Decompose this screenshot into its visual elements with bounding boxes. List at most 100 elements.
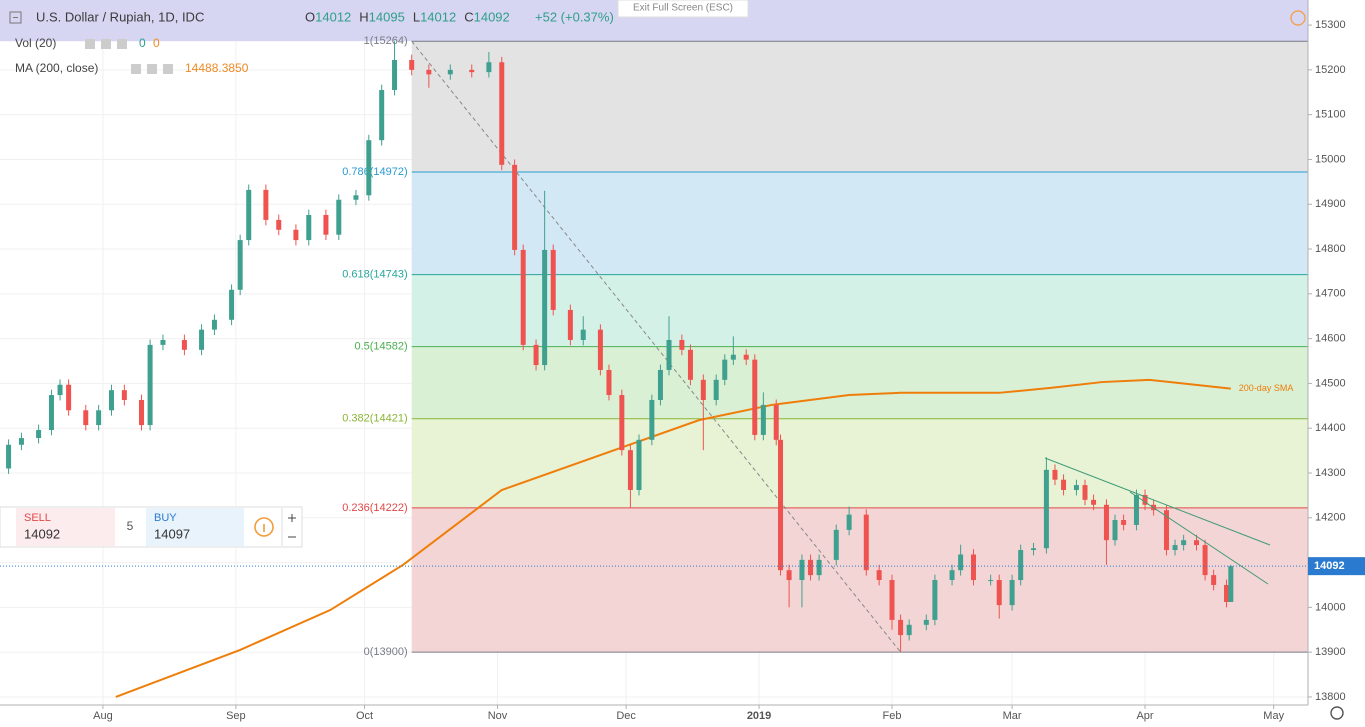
candle-body (199, 329, 205, 350)
y-tick-label: 15300 (1315, 19, 1346, 31)
y-tick-label: 14500 (1315, 377, 1346, 389)
chart-title: U.S. Dollar / Rupiah, 1D, IDC (36, 9, 204, 24)
buy-label[interactable]: BUY (154, 512, 177, 524)
candle-body (392, 60, 398, 91)
fib-band (411, 171, 1308, 275)
x-tick-label: Aug (93, 710, 113, 722)
x-axis: Aug Sep Oct Nov Dec 2019 Feb Mar Apr May (93, 705, 1285, 722)
candle-body (1091, 499, 1097, 505)
fib-label: 0.5(14582) (354, 341, 407, 353)
candle-body (1163, 510, 1169, 551)
candle-body (1103, 504, 1109, 541)
candle-body (636, 439, 642, 491)
icon[interactable] (85, 39, 95, 49)
icon[interactable] (163, 64, 173, 74)
candle-body (713, 379, 719, 400)
y-tick-label: 13900 (1315, 646, 1346, 658)
candle-body (447, 69, 453, 75)
ohlc-value: 14095 (369, 9, 405, 24)
ma-label: 200-day SMA (1239, 383, 1294, 393)
candle-body (808, 559, 814, 576)
candle-body (237, 240, 243, 290)
x-tick-label: May (1263, 710, 1284, 722)
candle-body (996, 580, 1002, 606)
y-tick-label: 15000 (1315, 153, 1346, 165)
candle-body (627, 450, 633, 491)
ohlc-label: L (413, 9, 420, 24)
indicator-value: 0 (139, 36, 146, 50)
candle-body (211, 319, 217, 330)
candle-body (486, 62, 492, 73)
candle-body (57, 384, 63, 396)
icon[interactable] (101, 39, 111, 49)
candle-body (1082, 485, 1088, 500)
candle-body (336, 199, 342, 235)
candle-body (970, 554, 976, 581)
y-tick-label: 14700 (1315, 288, 1346, 300)
exit-button-label[interactable]: Exit Full Screen (ESC) (633, 3, 733, 14)
exit-button[interactable] (617, 0, 749, 18)
candle-body (542, 249, 548, 366)
buy-button[interactable] (146, 508, 244, 546)
info-icon[interactable] (254, 517, 274, 537)
indicator-value: 14488.3850 (185, 61, 249, 75)
candle-body (889, 580, 895, 620)
candle-body (649, 399, 655, 440)
candle-body (657, 369, 663, 400)
x-tick-label: Apr (1136, 710, 1153, 722)
settings-icon[interactable] (1330, 706, 1344, 720)
candle-body (619, 395, 625, 451)
indicator-name: Vol (20) (15, 36, 56, 50)
candle-body (276, 219, 282, 230)
y-axis: 1380013900140001410014200143001440014500… (1308, 19, 1346, 703)
candle-body (379, 90, 385, 141)
sell-label[interactable]: SELL (24, 512, 51, 524)
sell-button[interactable] (16, 508, 115, 546)
plus-button[interactable] (288, 514, 296, 522)
candle-body (1142, 494, 1148, 505)
candle-body (898, 619, 904, 636)
candle-body (580, 329, 586, 340)
candle-body (1009, 580, 1015, 606)
buy-price[interactable]: 14097 (154, 526, 190, 541)
icon[interactable] (117, 39, 127, 49)
candle-body (1224, 584, 1230, 602)
candle-body (109, 390, 115, 411)
candle-body (773, 404, 779, 440)
y-tick-label: 15200 (1315, 64, 1346, 76)
icon[interactable] (147, 64, 157, 74)
candle-body (1211, 575, 1217, 585)
candle-body (1181, 540, 1187, 546)
candle-body (923, 619, 929, 625)
candle-body (1133, 494, 1139, 525)
ohlc-label: C (464, 9, 473, 24)
x-tick-label: Mar (1003, 710, 1022, 722)
candle-body (1052, 469, 1058, 480)
ohlc-value: 14012 (315, 9, 351, 24)
candle-body (958, 554, 964, 571)
ohlc-value: 14012 (420, 9, 456, 24)
time-axis (0, 705, 1308, 727)
sell-price[interactable]: 14092 (24, 526, 60, 541)
collapse-icon[interactable] (9, 11, 22, 24)
icon[interactable] (131, 64, 141, 74)
candle-body (1172, 545, 1178, 551)
candle-body (246, 189, 252, 241)
fib-band (411, 418, 1308, 508)
candle-body (499, 62, 505, 165)
trend-line (1044, 457, 1271, 546)
fib-band (411, 346, 1308, 419)
candle-body (687, 349, 693, 380)
candle-body (18, 438, 24, 445)
candle-body (679, 339, 685, 350)
y-tick-label: 14200 (1315, 512, 1346, 524)
candle-body (700, 379, 706, 400)
price-axis (1308, 0, 1365, 727)
candle-body (932, 580, 938, 620)
candle-body (366, 140, 372, 196)
candle-body (6, 444, 12, 469)
alert-icon[interactable] (1290, 10, 1306, 26)
candle-body (1112, 520, 1118, 541)
